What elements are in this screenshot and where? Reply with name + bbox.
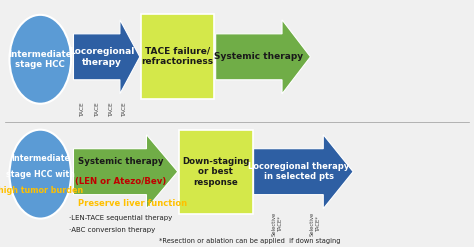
Text: Intermediate: Intermediate xyxy=(11,154,70,163)
Text: stage HCC with: stage HCC with xyxy=(6,170,75,179)
Polygon shape xyxy=(73,20,140,94)
Text: TACE: TACE xyxy=(109,103,114,117)
Text: (LEN or Atezo/Bev): (LEN or Atezo/Bev) xyxy=(75,177,166,185)
Text: ·LEN-TACE sequential therapy: ·LEN-TACE sequential therapy xyxy=(69,215,172,221)
Text: TACE: TACE xyxy=(81,103,85,117)
Text: *Resection or ablation can be applied  if down staging: *Resection or ablation can be applied if… xyxy=(159,238,340,244)
Polygon shape xyxy=(73,135,178,209)
Text: Selective
TACE*: Selective TACE* xyxy=(272,211,283,236)
Text: TACE failure/
refractoriness: TACE failure/ refractoriness xyxy=(141,46,214,66)
Text: Locoregional
therapy: Locoregional therapy xyxy=(69,47,135,66)
Ellipse shape xyxy=(9,130,71,219)
FancyBboxPatch shape xyxy=(179,130,253,214)
Text: TACE: TACE xyxy=(122,103,127,117)
Text: Down-staging
or best
response: Down-staging or best response xyxy=(182,157,250,186)
Text: Systemic therapy: Systemic therapy xyxy=(78,157,164,166)
Text: Locoregional therapy
in selected pts: Locoregional therapy in selected pts xyxy=(248,162,349,181)
Text: Systemic therapy: Systemic therapy xyxy=(214,52,303,61)
Text: TACE: TACE xyxy=(95,103,100,117)
Text: high tumor burden: high tumor burden xyxy=(0,186,83,195)
Text: Preserve liver function: Preserve liver function xyxy=(78,199,187,208)
Text: Intermediate
stage HCC: Intermediate stage HCC xyxy=(9,50,72,69)
Ellipse shape xyxy=(9,15,71,104)
Polygon shape xyxy=(254,135,353,209)
Polygon shape xyxy=(216,20,310,94)
Text: Selective
TACE*: Selective TACE* xyxy=(310,211,320,236)
FancyBboxPatch shape xyxy=(141,14,214,99)
Text: ·ABC conversion therapy: ·ABC conversion therapy xyxy=(69,227,155,233)
